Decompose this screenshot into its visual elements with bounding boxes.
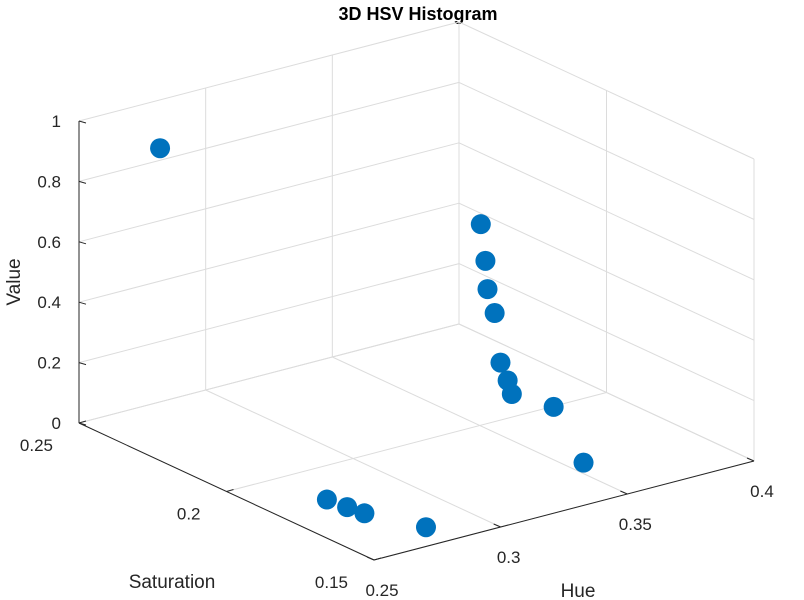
- floor-grid-line: [226, 392, 607, 492]
- left-wall-grid-line: [78, 21, 460, 122]
- right-wall-grid-line: [458, 263, 755, 402]
- x-tick-mark: [620, 490, 628, 495]
- scatter-point: [490, 352, 511, 373]
- z-tick-label: 0.4: [37, 293, 61, 312]
- scatter-point: [150, 138, 171, 159]
- scatter-point: [484, 303, 505, 324]
- scatter-point: [470, 214, 491, 235]
- grid-lines: [78, 21, 755, 561]
- scatter-point: [415, 517, 436, 538]
- right-wall-grid-line: [458, 81, 755, 220]
- scatter-point: [354, 503, 375, 524]
- scatter-point: [475, 250, 496, 271]
- scatter-point: [337, 497, 358, 518]
- z-tick-mark: [78, 422, 87, 426]
- right-wall-grid-line: [458, 323, 755, 462]
- scatter-point: [316, 489, 337, 510]
- right-wall-grid-line: [458, 202, 755, 341]
- x-axis-label: Hue: [561, 581, 596, 600]
- left-wall-grid-line: [78, 142, 460, 243]
- x-tick-mark: [493, 523, 501, 528]
- data-points: [150, 138, 594, 538]
- left-wall-grid-line: [78, 202, 460, 303]
- x-tick-label: 0.35: [619, 515, 652, 534]
- x-tick-label: 0.25: [365, 581, 398, 600]
- z-tick-label: 0.2: [37, 354, 61, 373]
- tick-labels: 0.25 0.3 0.35 0.4 0.15 0.2 0.25 0 0.2 0.4 0.6 0.8 1: [20, 112, 774, 600]
- y-tick-label: 0.2: [177, 505, 201, 524]
- y-tick-mark: [226, 489, 234, 492]
- x-tick-mark: [746, 457, 755, 462]
- z-tick-mark: [78, 301, 87, 305]
- y-tick-label: 0.25: [20, 436, 53, 455]
- z-tick-mark: [78, 120, 87, 124]
- scatter-point: [543, 396, 564, 417]
- left-wall-grid-line: [78, 81, 460, 182]
- z-tick-mark: [78, 180, 87, 184]
- left-wall-grid-line: [78, 263, 460, 364]
- axis-lines: [78, 120, 755, 561]
- z-tick-label: 1: [52, 112, 61, 131]
- scatter-point: [573, 452, 594, 473]
- y-tick-label: 0.15: [315, 573, 348, 592]
- z-tick-mark: [78, 241, 87, 245]
- z-tick-mark: [78, 362, 87, 366]
- x-tick-mark: [366, 556, 375, 561]
- y-tick-mark: [78, 420, 87, 424]
- z-axis-label: Value: [4, 258, 25, 305]
- z-tick-label: 0.6: [37, 233, 61, 252]
- x-tick-label: 0.3: [497, 548, 521, 567]
- x-axis-line: [373, 460, 755, 561]
- y-tick-mark: [373, 557, 382, 561]
- z-tick-label: 0.8: [37, 172, 61, 191]
- right-wall-grid-line: [458, 21, 755, 160]
- y-axis-label: Saturation: [129, 572, 216, 593]
- scatter-point: [477, 279, 498, 300]
- x-tick-label: 0.4: [750, 482, 774, 501]
- left-wall-grid-line: [78, 323, 460, 424]
- chart-title: 3D HSV Histogram: [338, 4, 497, 24]
- z-tick-label: 0: [52, 414, 61, 433]
- right-wall-grid-line: [458, 142, 755, 281]
- scatter-point: [501, 384, 522, 404]
